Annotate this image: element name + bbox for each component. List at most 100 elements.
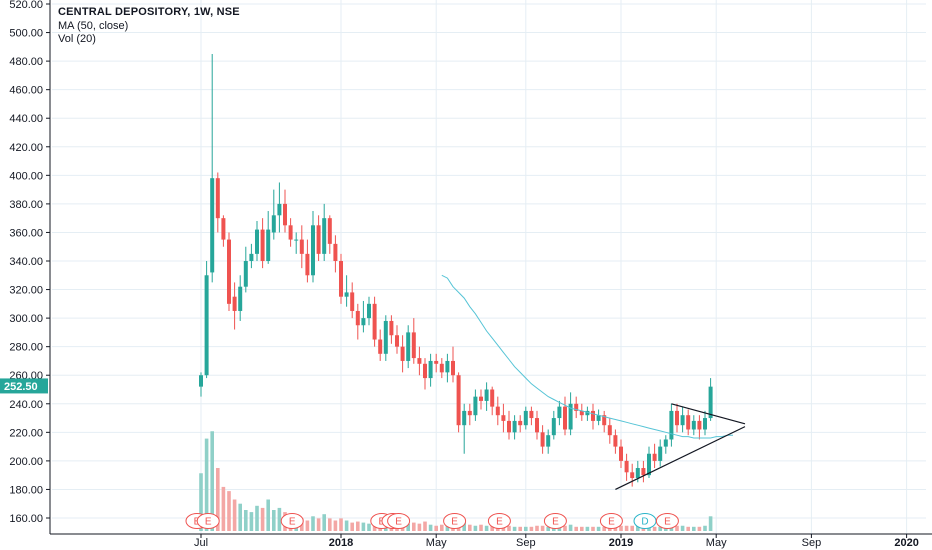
candle[interactable] <box>467 403 472 426</box>
candle[interactable] <box>238 275 243 321</box>
candle[interactable] <box>484 382 489 411</box>
candle[interactable] <box>518 415 523 433</box>
candle[interactable] <box>378 329 383 361</box>
volume-indicator-label[interactable]: Vol (20) <box>58 33 96 45</box>
candle[interactable] <box>395 325 399 354</box>
candle[interactable] <box>624 453 629 481</box>
candle[interactable] <box>271 189 276 240</box>
candle[interactable] <box>568 392 573 436</box>
candle[interactable] <box>339 253 343 304</box>
candle[interactable] <box>579 403 584 421</box>
candle[interactable] <box>490 386 495 416</box>
candle[interactable] <box>495 396 500 426</box>
candle[interactable] <box>249 243 254 269</box>
candle[interactable] <box>703 410 707 436</box>
candle[interactable] <box>423 358 427 390</box>
candle[interactable] <box>305 239 310 283</box>
candle[interactable] <box>322 203 327 261</box>
candle[interactable] <box>535 410 539 440</box>
candle[interactable] <box>451 346 455 383</box>
candle[interactable] <box>411 318 416 364</box>
earnings-marker[interactable]: E <box>487 513 511 529</box>
earnings-marker[interactable]: E <box>196 513 220 529</box>
candle[interactable] <box>406 325 411 369</box>
triangle-lower-line[interactable] <box>615 426 746 490</box>
candle[interactable] <box>288 218 293 247</box>
candle[interactable] <box>316 215 321 261</box>
candle[interactable] <box>507 410 511 440</box>
triangle-upper-line[interactable] <box>671 403 746 425</box>
candle[interactable] <box>199 372 203 397</box>
candle[interactable] <box>501 403 506 433</box>
symbol-title[interactable]: CENTRAL DEPOSITORY, 1W, NSE <box>58 6 240 18</box>
earnings-marker[interactable]: E <box>655 513 679 529</box>
candle[interactable] <box>652 443 657 469</box>
candle[interactable] <box>540 425 545 454</box>
candle[interactable] <box>529 406 534 426</box>
candle[interactable] <box>372 296 377 347</box>
earnings-marker[interactable]: E <box>387 513 411 529</box>
candle[interactable] <box>658 439 663 467</box>
candle[interactable] <box>439 358 444 379</box>
candle[interactable] <box>361 300 366 333</box>
candle[interactable] <box>243 246 248 293</box>
candle[interactable] <box>585 406 590 421</box>
candle[interactable] <box>255 221 259 261</box>
candle[interactable] <box>574 396 579 419</box>
candle[interactable] <box>669 403 674 447</box>
candle[interactable] <box>215 172 220 233</box>
candle[interactable] <box>221 215 226 247</box>
candle[interactable] <box>619 439 623 469</box>
earnings-marker[interactable]: E <box>443 513 467 529</box>
candle[interactable] <box>260 218 265 269</box>
ma-line[interactable] <box>441 274 733 439</box>
candle[interactable] <box>596 409 601 426</box>
candle[interactable] <box>641 460 646 483</box>
price-axis[interactable]: 160.00180.00200.00220.00240.00260.00280.… <box>9 0 50 525</box>
earnings-marker[interactable]: E <box>543 513 567 529</box>
candle[interactable] <box>294 232 299 254</box>
candle[interactable] <box>283 189 287 233</box>
candle[interactable] <box>344 275 349 307</box>
triangle-drawing[interactable] <box>615 403 746 490</box>
candle[interactable] <box>602 410 607 433</box>
candle[interactable] <box>607 418 612 444</box>
earnings-marker[interactable]: E <box>280 513 304 529</box>
earnings-marker[interactable]: E <box>599 513 623 529</box>
candle[interactable] <box>367 296 371 326</box>
candle[interactable] <box>479 389 483 410</box>
candle[interactable] <box>512 415 517 440</box>
candle[interactable] <box>389 315 394 344</box>
candle[interactable] <box>350 282 355 319</box>
candle[interactable] <box>333 235 338 273</box>
candle[interactable] <box>557 400 562 426</box>
candle[interactable] <box>473 389 478 421</box>
time-axis[interactable]: Jul 2018 May Sep 2019 May Sep 2020 <box>194 534 919 549</box>
candle[interactable] <box>546 429 551 454</box>
candle[interactable] <box>680 406 685 433</box>
ma-indicator-label[interactable]: MA (50, close) <box>58 19 129 32</box>
candle[interactable] <box>551 410 556 440</box>
candle[interactable] <box>697 415 702 440</box>
candle[interactable] <box>227 232 231 311</box>
candle[interactable] <box>686 409 691 436</box>
candle[interactable] <box>383 315 388 361</box>
candle[interactable] <box>523 406 528 430</box>
candle[interactable] <box>400 335 405 373</box>
candle[interactable] <box>691 415 696 436</box>
dividend-marker[interactable]: D <box>633 513 657 529</box>
candle[interactable] <box>456 372 461 433</box>
candle[interactable] <box>445 353 450 383</box>
candle[interactable] <box>428 353 433 387</box>
candle[interactable] <box>355 303 360 340</box>
candle[interactable] <box>663 435 668 454</box>
candle[interactable] <box>434 353 439 373</box>
candle[interactable] <box>327 215 332 254</box>
candle[interactable] <box>417 346 422 376</box>
candle[interactable] <box>311 211 315 283</box>
candle[interactable] <box>675 403 679 433</box>
candle[interactable] <box>299 225 304 269</box>
candle[interactable] <box>462 403 467 454</box>
